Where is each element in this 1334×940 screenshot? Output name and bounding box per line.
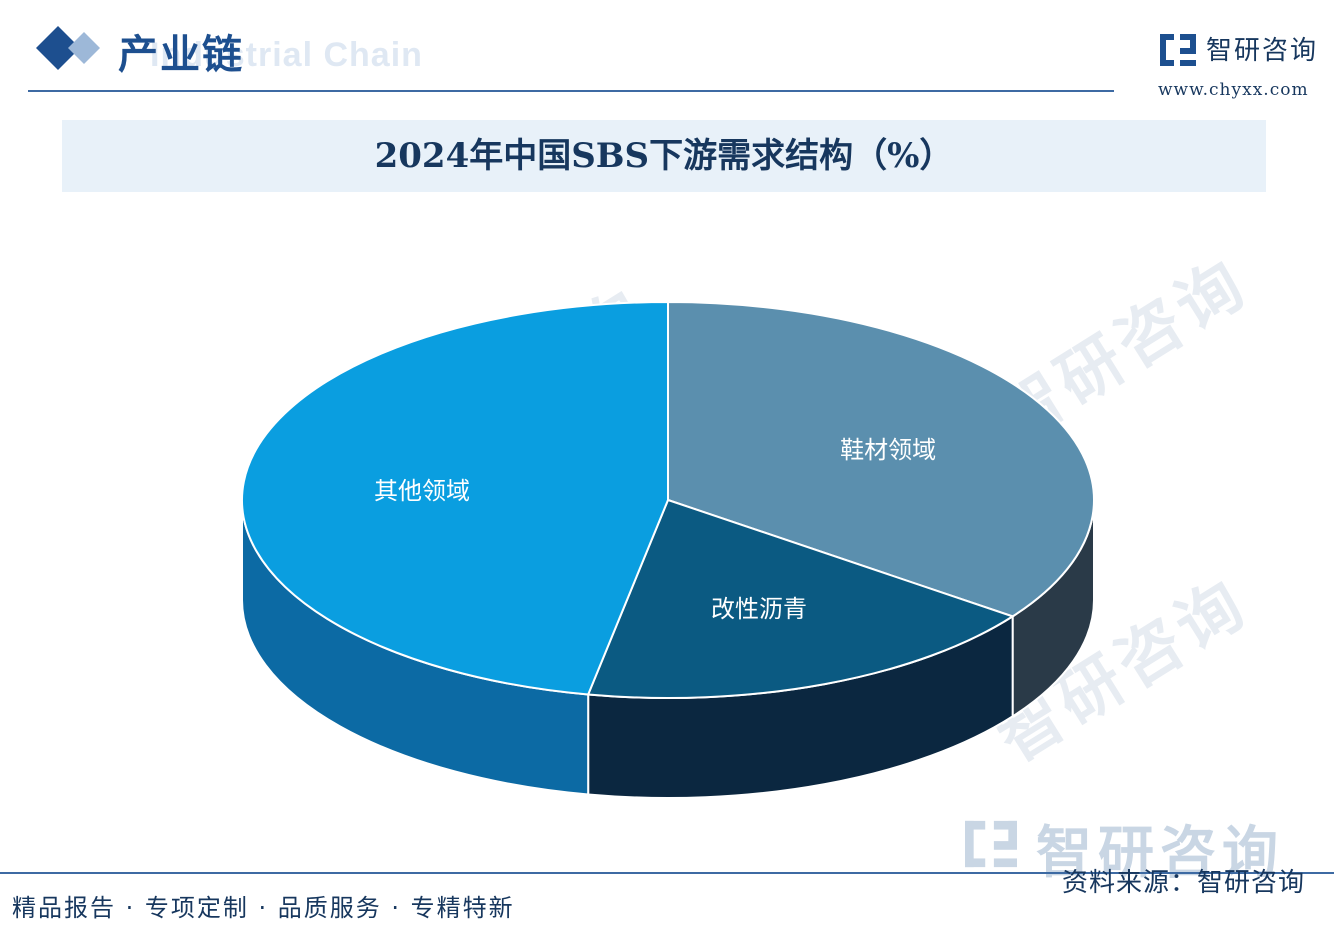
brand-name: 智研咨询 [1206, 36, 1319, 66]
brand-url: www.chyxx.com [1158, 80, 1309, 100]
pie-slice [586, 498, 1015, 699]
section-subtitle: Industrial Chain [150, 36, 423, 74]
source-note: 资料来源：智研咨询 [1062, 868, 1306, 898]
section-title: 产业链 [118, 32, 244, 78]
header-divider [28, 90, 1114, 92]
footer-slogan: 精品报告 · 专项定制 · 品质服务 · 专精特新 [12, 894, 515, 922]
chart-title: 2024年中国SBS下游需求结构（%） [374, 136, 954, 176]
brand-logo-icon [1160, 34, 1196, 66]
footer-divider [0, 872, 1334, 874]
footer-logo-icon [965, 820, 1017, 868]
pie-slice-label: 鞋材领域 [840, 436, 936, 464]
pie-slice [667, 300, 1095, 618]
pie-slice-label: 其他领域 [374, 477, 470, 505]
diamond-icon [36, 26, 100, 70]
title-band: 2024年中国SBS下游需求结构（%） [62, 120, 1266, 192]
pie-slice [241, 300, 669, 696]
footer-brand-watermark: 智研咨询 [1036, 821, 1284, 886]
pie-slice-label: 改性沥青 [711, 595, 807, 623]
header: Industrial Chain 产业链 智研咨询 www.chyxx.com [0, 0, 1334, 100]
